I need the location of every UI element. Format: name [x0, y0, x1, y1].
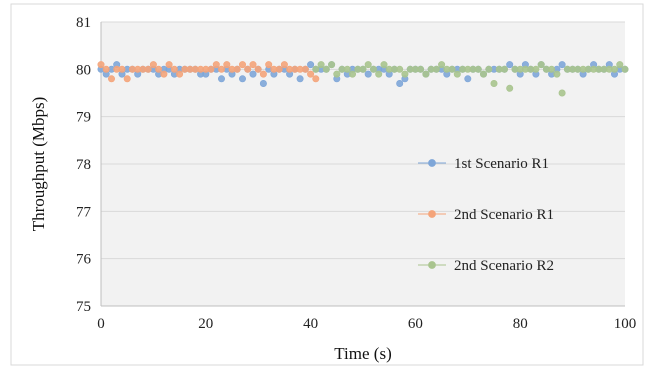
data-point [370, 66, 376, 72]
x-axis-title: Time (s) [334, 344, 391, 363]
data-point [208, 66, 214, 72]
x-tick-label: 60 [408, 316, 423, 332]
data-point [313, 76, 319, 82]
data-point [417, 66, 423, 72]
y-tick-label: 80 [76, 62, 91, 78]
data-point [465, 76, 471, 82]
data-point [480, 71, 486, 77]
data-point [622, 66, 628, 72]
data-point [554, 71, 560, 77]
data-point [166, 61, 172, 67]
y-tick-label: 78 [76, 157, 91, 173]
data-point [234, 66, 240, 72]
data-point [449, 66, 455, 72]
data-point [507, 85, 513, 91]
data-point [145, 66, 151, 72]
data-point [281, 61, 287, 67]
data-point [171, 66, 177, 72]
legend-marker [428, 261, 435, 268]
data-point [260, 71, 266, 77]
data-point [501, 66, 507, 72]
x-tick-label: 20 [198, 316, 213, 332]
data-point [245, 66, 251, 72]
data-point [507, 61, 513, 67]
data-point [365, 71, 371, 77]
data-point [454, 71, 460, 77]
data-point [423, 71, 429, 77]
data-point [218, 76, 224, 82]
data-point [155, 66, 161, 72]
data-point [397, 66, 403, 72]
data-point [307, 71, 313, 77]
data-point [381, 61, 387, 67]
data-point [124, 76, 130, 82]
data-point [161, 71, 167, 77]
data-point [307, 61, 313, 67]
x-tick-label: 100 [614, 316, 637, 332]
data-point [176, 71, 182, 77]
y-tick-label: 79 [76, 110, 91, 126]
data-point [103, 66, 109, 72]
data-point [239, 76, 245, 82]
data-point [250, 61, 256, 67]
data-point [266, 61, 272, 67]
y-tick-label: 76 [76, 252, 92, 268]
data-point [255, 66, 261, 72]
legend-label: 2nd Scenario R1 [454, 207, 554, 223]
y-tick-label: 81 [76, 15, 91, 31]
data-point [224, 61, 230, 67]
data-point [119, 66, 125, 72]
data-point [559, 61, 565, 67]
data-point [617, 61, 623, 67]
data-point [260, 80, 266, 86]
legend-marker [428, 210, 435, 217]
data-point [486, 66, 492, 72]
data-point [533, 66, 539, 72]
x-tick-label: 40 [303, 316, 318, 332]
data-point [438, 61, 444, 67]
data-point [538, 61, 544, 67]
data-point [475, 66, 481, 72]
data-point [402, 71, 408, 77]
legend-marker [428, 159, 435, 166]
data-point [98, 61, 104, 67]
x-tick-label: 80 [513, 316, 528, 332]
data-point [360, 66, 366, 72]
y-tick-label: 75 [76, 299, 91, 315]
data-point [611, 66, 617, 72]
data-point [491, 80, 497, 86]
data-point [318, 61, 324, 67]
data-point [250, 71, 256, 77]
data-point [323, 66, 329, 72]
y-tick-label: 77 [76, 204, 92, 220]
y-axis-title: Throughput (Mbps) [29, 97, 48, 232]
data-point [297, 76, 303, 82]
x-tick-label: 0 [97, 316, 105, 332]
data-point [559, 90, 565, 96]
data-point [349, 71, 355, 77]
legend-label: 1st Scenario R1 [454, 156, 549, 172]
data-point [397, 80, 403, 86]
data-point [365, 61, 371, 67]
data-point [328, 61, 334, 67]
data-point [108, 76, 114, 82]
data-point [313, 66, 319, 72]
legend-label: 2nd Scenario R2 [454, 258, 554, 274]
data-point [239, 61, 245, 67]
data-point [548, 66, 554, 72]
data-point [433, 66, 439, 72]
data-point [218, 66, 224, 72]
data-point [302, 66, 308, 72]
data-point [213, 61, 219, 67]
data-point [150, 61, 156, 67]
data-point [334, 71, 340, 77]
data-point [376, 71, 382, 77]
data-point [276, 66, 282, 72]
data-point [344, 66, 350, 72]
